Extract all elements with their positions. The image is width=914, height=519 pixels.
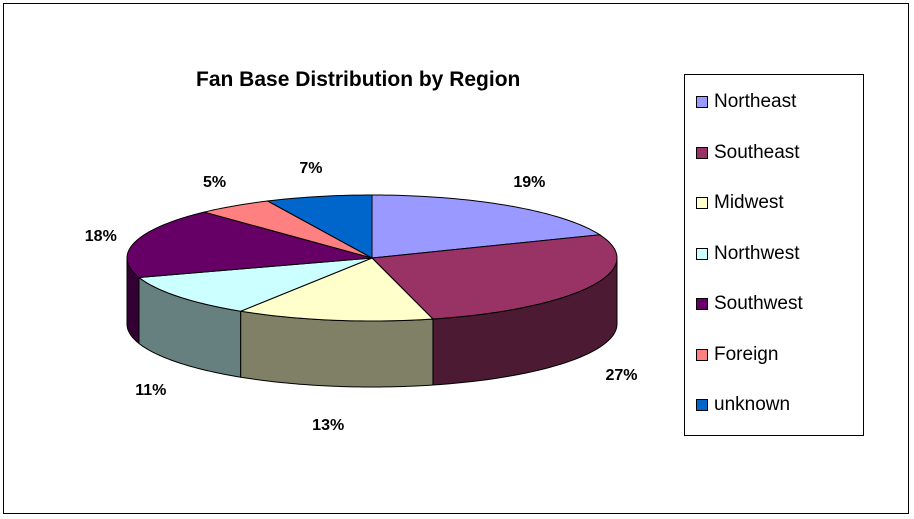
pie-slice-foreign [204, 200, 373, 259]
legend-item-northwest: Northwest [696, 241, 800, 267]
legend-item-southwest: Southwest [696, 291, 803, 317]
legend-label-midwest: Midwest [714, 192, 784, 213]
legend-label-southwest: Southwest [714, 293, 803, 314]
pie-slice-southwest [126, 211, 373, 278]
legend-label-northeast: Northeast [714, 91, 797, 112]
legend-swatch-southwest [696, 298, 708, 310]
data-label-unknown: 7% [299, 160, 322, 177]
data-label-northwest: 11% [135, 382, 166, 399]
legend-swatch-unknown [696, 399, 708, 411]
legend-item-unknown: unknown [696, 392, 790, 418]
pie-slice-northeast [371, 194, 602, 259]
pie-slice-midwest [238, 257, 435, 322]
legend-label-foreign: Foreign [714, 343, 779, 365]
data-label-southeast: 27% [605, 367, 637, 384]
legend-swatch-northeast [696, 96, 708, 108]
data-label-southwest: 18% [85, 228, 117, 245]
data-label-midwest: 13% [312, 417, 344, 434]
legend-item-midwest: Midwest [696, 190, 784, 216]
legend-swatch-foreign [696, 348, 708, 361]
legend-label-unknown: unknown [714, 394, 791, 415]
pie-slice-unknown [266, 194, 373, 259]
chart-title: Fan Base Distribution by Region [196, 68, 521, 91]
legend-swatch-southeast [696, 146, 708, 159]
legend: Northeast Southeast Midwest Northwest Southw… [684, 74, 864, 436]
data-label-foreign: 5% [203, 174, 226, 191]
legend-item-northeast: Northeast [696, 89, 796, 115]
legend-swatch-northwest [696, 247, 708, 260]
pie-slice-northwest [137, 257, 373, 312]
data-label-northeast: 19% [513, 174, 545, 191]
legend-item-southeast: Southeast [696, 140, 800, 166]
legend-label-southeast: Southeast [714, 141, 800, 163]
pie-slice-southeast [370, 234, 618, 320]
legend-label-northwest: Northwest [714, 242, 800, 264]
pie-side-midwest [240, 310, 434, 388]
legend-swatch-midwest [696, 197, 708, 209]
legend-item-foreign: Foreign [696, 342, 778, 368]
